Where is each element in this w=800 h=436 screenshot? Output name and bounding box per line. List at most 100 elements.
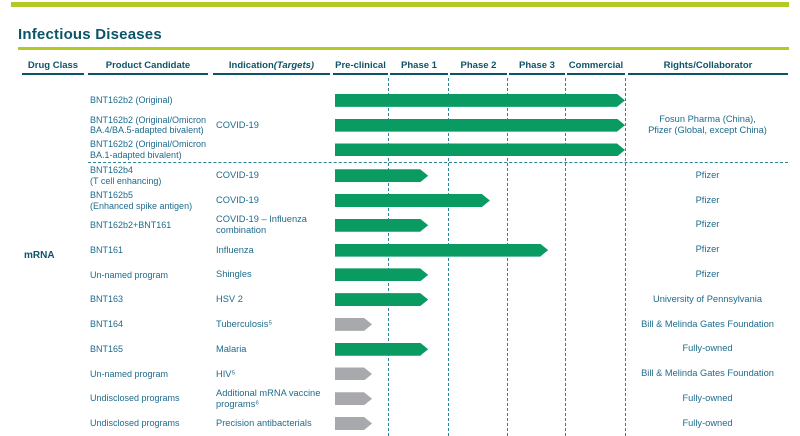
section-title: Infectious Diseases xyxy=(18,26,162,43)
column-header-commercial: Commercial xyxy=(567,58,625,75)
phase-boundary-line-phase2-phase3 xyxy=(507,78,508,436)
column-header-product-candidate: Product Candidate xyxy=(88,58,208,75)
indication-cell: COVID-19 xyxy=(216,119,259,130)
rights-collaborator-cell: Fully-owned xyxy=(682,417,733,428)
pipeline-row: Undisclosed programs Additional mRNA vacc… xyxy=(18,386,790,411)
stage-progress-bar xyxy=(335,194,490,207)
stage-progress-bar xyxy=(335,293,428,306)
rights-collaborator-cell: Bill & Melinda Gates Foundation xyxy=(641,368,774,379)
product-candidate-cell: Un-named program xyxy=(90,368,169,379)
pipeline-row: BNT165 Malaria Fully-owned xyxy=(18,337,790,362)
phase-boundary-line-phase3-commercial xyxy=(565,78,566,436)
phase-boundary-line-commercial-end xyxy=(625,78,626,436)
timeline-cell xyxy=(333,362,625,387)
column-header-indication: Indication (Targets) xyxy=(213,58,330,75)
pipeline-rows: BNT162b2 (Original) BNT162b2 (Original/Om… xyxy=(18,88,790,436)
product-candidate-cell: BNT164 xyxy=(90,319,124,330)
drug-class-label: mRNA xyxy=(24,250,55,261)
pipeline-row: BNT162b5 (Enhanced spike antigen) COVID-1… xyxy=(18,188,790,213)
indication-cell: Tuberculosis⁵ xyxy=(216,318,273,329)
rights-collaborator-cell: Fosun Pharma (China), Pfizer (Global, ex… xyxy=(648,113,767,136)
rights-collaborator-cell: Pfizer xyxy=(695,194,720,205)
timeline-cell xyxy=(333,337,625,362)
rights-collaborator-cell: Fully-owned xyxy=(682,343,733,354)
pipeline-row: BNT164 Tuberculosis⁵ Bill & Melinda Gates … xyxy=(18,312,790,337)
product-candidate-cell: BNT162b2 (Original/Omicron BA.4/BA.5-ada… xyxy=(90,114,207,136)
stage-progress-bar xyxy=(335,417,372,430)
rights-collaborator-cell: Pfizer xyxy=(695,269,720,280)
column-header-preclinical: Pre-clinical xyxy=(333,58,388,75)
column-header-rights-collaborator: Rights/Collaborator xyxy=(628,58,788,75)
indication-cell: COVID-19 xyxy=(216,170,259,181)
pipeline-row: BNT162b2 (Original/Omicron BA.4/BA.5-ada… xyxy=(18,113,790,138)
timeline-cell xyxy=(333,138,625,163)
product-candidate-cell: BNT162b2+BNT161 xyxy=(90,219,172,230)
rights-collaborator-cell: Fully-owned xyxy=(682,392,733,403)
rights-collaborator-cell: Pfizer xyxy=(695,219,720,230)
rights-collaborator-cell: Bill & Melinda Gates Foundation xyxy=(641,318,774,329)
timeline-cell xyxy=(333,411,625,436)
group-divider-dashed xyxy=(88,162,788,164)
pipeline-row: BNT162b4 (T cell enhancing) COVID-19 Pfize… xyxy=(18,163,790,188)
timeline-cell xyxy=(333,88,625,113)
timeline-cell xyxy=(333,163,625,188)
indication-cell: Influenza xyxy=(216,244,254,255)
indication-cell: Additional mRNA vaccine programs⁶ xyxy=(216,387,321,409)
stage-progress-bar xyxy=(335,143,625,156)
timeline-cell xyxy=(333,287,625,312)
pipeline-row: BNT162b2 (Original/Omicron BA.1-adapted … xyxy=(18,138,790,163)
column-header-phase-2: Phase 2 xyxy=(450,58,507,75)
pipeline-row: Un-named program Shingles Pfizer xyxy=(18,262,790,287)
timeline-cell xyxy=(333,213,625,238)
pipeline-row: BNT162b2+BNT161 COVID-19 – Influenza comb… xyxy=(18,213,790,238)
stage-progress-bar xyxy=(335,244,548,257)
indication-cell: Malaria xyxy=(216,343,247,354)
pipeline-row: BNT163 HSV 2 University of Pennsylvania xyxy=(18,287,790,312)
stage-progress-bar xyxy=(335,392,372,405)
product-candidate-cell: Un-named program xyxy=(90,269,169,280)
column-header-phase-3: Phase 3 xyxy=(509,58,565,75)
stage-progress-bar xyxy=(335,318,372,331)
product-candidate-cell: Undisclosed programs xyxy=(90,418,180,429)
product-candidate-cell: BNT163 xyxy=(90,294,124,305)
stage-progress-bar xyxy=(335,119,625,132)
product-candidate-cell: Undisclosed programs xyxy=(90,393,180,404)
rights-collaborator-cell: Pfizer xyxy=(695,244,720,255)
phase-boundary-line-phase1-phase2 xyxy=(448,78,449,436)
stage-progress-bar xyxy=(335,169,428,182)
timeline-cell xyxy=(333,113,625,138)
product-candidate-cell: BNT162b4 (T cell enhancing) xyxy=(90,165,162,186)
timeline-cell xyxy=(333,188,625,213)
stage-progress-bar xyxy=(335,94,625,107)
indication-cell: HSV 2 xyxy=(216,294,243,305)
stage-progress-bar xyxy=(335,367,372,380)
timeline-cell xyxy=(333,238,625,263)
indication-cell: COVID-19 xyxy=(216,195,259,206)
pipeline-row: BNT162b2 (Original) xyxy=(18,88,790,113)
stage-progress-bar xyxy=(335,219,428,232)
rights-collaborator-cell: Pfizer xyxy=(695,169,720,180)
brand-top-bar xyxy=(11,2,789,7)
stage-progress-bar xyxy=(335,268,428,281)
phase-boundary-line-preclinical-phase1 xyxy=(388,78,389,436)
rights-collaborator-cell: University of Pennsylvania xyxy=(652,293,763,304)
product-candidate-cell: BNT162b2 (Original) xyxy=(90,95,173,106)
product-candidate-cell: BNT162b2 (Original/Omicron BA.1-adapted … xyxy=(90,139,207,160)
indication-cell: Precision antibacterials xyxy=(216,418,312,429)
pipeline-row: BNT161 Influenza Pfizer xyxy=(18,238,790,263)
indication-cell: Shingles xyxy=(216,269,252,280)
timeline-cell xyxy=(333,312,625,337)
stage-progress-bar xyxy=(335,343,428,356)
pipeline-row: Un-named program HIV⁵ Bill & Melinda Gates… xyxy=(18,362,790,387)
timeline-cell xyxy=(333,262,625,287)
product-candidate-cell: BNT165 xyxy=(90,343,124,354)
timeline-cell xyxy=(333,386,625,411)
indication-cell: HIV⁵ xyxy=(216,368,236,379)
indication-cell: COVID-19 – Influenza combination xyxy=(216,214,307,236)
title-underline xyxy=(18,47,789,50)
indication-label-targets: (Targets) xyxy=(273,60,315,71)
column-header-drug-class: Drug Class xyxy=(22,58,84,75)
column-header-phase-1: Phase 1 xyxy=(390,58,448,75)
product-candidate-cell: BNT162b5 (Enhanced spike antigen) xyxy=(90,189,193,211)
